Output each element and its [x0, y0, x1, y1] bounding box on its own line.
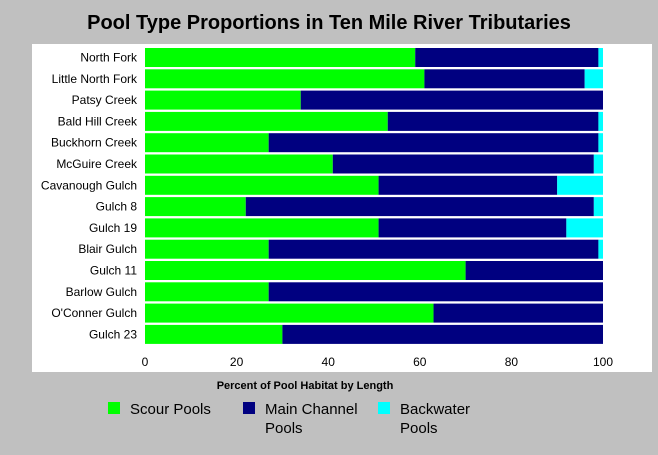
x-tick-label: 80: [505, 355, 519, 369]
category-label: Cavanough Gulch: [41, 178, 137, 192]
category-label: McGuire Creek: [56, 157, 138, 171]
category-label: Gulch 19: [89, 221, 137, 235]
category-label: Blair Gulch: [78, 242, 137, 256]
bar-segment: [593, 197, 603, 217]
bar-segment: [593, 154, 603, 174]
bar-segment: [145, 282, 269, 302]
legend-swatch-scour: [108, 402, 120, 414]
bar-segment: [332, 154, 594, 174]
bar-segment: [145, 175, 379, 195]
bar-segment: [433, 303, 603, 323]
legend-item-scour: Scour Pools: [108, 400, 243, 438]
bar-segment: [387, 111, 599, 131]
bar-segment: [415, 48, 599, 67]
bar-segment: [598, 48, 603, 67]
bar-segment: [584, 69, 603, 89]
bar-segment: [145, 261, 466, 280]
category-label: Little North Fork: [52, 72, 138, 86]
bar-segment: [145, 324, 283, 344]
x-tick-label: 20: [230, 355, 244, 369]
bar-segment: [145, 133, 269, 153]
category-label: Gulch 11: [90, 264, 137, 278]
chart-title: Pool Type Proportions in Ten Mile River …: [87, 12, 571, 34]
category-label: Barlow Gulch: [66, 285, 137, 299]
bar-segment: [378, 218, 567, 238]
bar-segment: [268, 239, 599, 259]
bar-segment: [465, 261, 603, 280]
category-label: Patsy Creek: [72, 93, 138, 107]
legend-item-main-channel: Main Channel Pools: [243, 400, 378, 438]
bar-segment: [300, 90, 603, 110]
bar-segment: [378, 175, 558, 195]
category-label: Gulch 8: [96, 200, 138, 214]
legend-label-backwater: Backwater Pools: [400, 401, 471, 437]
bar-segment: [424, 69, 585, 89]
category-labels: North Fork Little North Fork Patsy Creek Ba…: [41, 51, 138, 342]
bar-segment: [557, 175, 603, 195]
legend-item-backwater: Backwater Pools: [378, 400, 513, 438]
legend-label-scour: Scour Pools: [130, 401, 211, 418]
bar-segment: [145, 197, 246, 217]
x-tick-label: 100: [593, 355, 613, 369]
legend-label-main-channel: Main Channel Pools: [265, 401, 358, 437]
category-label: North Fork: [80, 51, 138, 65]
bar-segment: [566, 218, 603, 238]
category-label: Gulch 23: [89, 327, 137, 341]
bar-segment: [268, 282, 603, 302]
bar-segment: [268, 133, 599, 153]
bar-segment: [245, 197, 594, 217]
bar-segment: [598, 239, 603, 259]
bar-segment: [145, 48, 416, 67]
x-axis-ticks: 0 20 40 60 80 100: [142, 355, 614, 369]
bar-segment: [145, 218, 379, 238]
legend: Scour Pools Main Channel Pools Backwater…: [108, 400, 513, 438]
legend-swatch-backwater: [378, 402, 390, 414]
bar-segment: [145, 154, 333, 174]
bar-segment: [145, 90, 301, 110]
category-label: Bald Hill Creek: [58, 114, 138, 128]
bar-segment: [145, 303, 434, 323]
bar-segment: [145, 69, 425, 89]
bar-segment: [282, 324, 603, 344]
x-tick-label: 60: [413, 355, 427, 369]
x-axis-label: Percent of Pool Habitat by Length: [216, 380, 394, 392]
category-label: O'Conner Gulch: [51, 306, 137, 320]
legend-swatch-main-channel: [243, 402, 255, 414]
category-label: Buckhorn Creek: [51, 136, 138, 150]
bar-segment: [145, 111, 388, 131]
bar-segment: [145, 239, 269, 259]
x-tick-label: 40: [322, 355, 336, 369]
bars-group: [145, 48, 603, 344]
x-tick-label: 0: [142, 355, 149, 369]
bar-segment: [598, 133, 603, 153]
bar-segment: [598, 111, 603, 131]
